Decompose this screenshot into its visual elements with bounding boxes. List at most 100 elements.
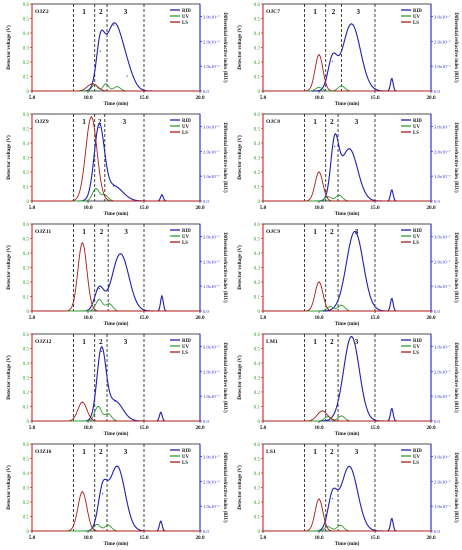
x-tick-label: 20.0 <box>195 95 204 101</box>
left-tick-label: 0 <box>27 420 30 425</box>
left-tick-label: 0.4 <box>23 32 30 37</box>
x-axis-label: Time (min) <box>335 100 360 107</box>
left-axis-label: Detector voltage (V) <box>5 465 12 510</box>
right-axis-label: Differential refractive index (RIU) <box>222 122 227 193</box>
region-number: 2 <box>332 8 336 16</box>
region-number: 2 <box>99 448 103 456</box>
left-tick-label: 0 <box>27 310 30 315</box>
peak-point <box>340 85 342 87</box>
left-tick-label: 0.4 <box>23 362 30 367</box>
left-tick-label: 0.4 <box>254 252 261 257</box>
peak-point <box>348 148 350 150</box>
left-tick-label: 0.4 <box>23 142 30 147</box>
panel-title: OJC8 <box>266 119 280 125</box>
x-tick-label: 15.0 <box>139 425 148 431</box>
peak-point <box>350 23 353 25</box>
legend-entry: UV <box>182 125 189 130</box>
right-tick-label: 3.0x10⁻⁷ <box>203 344 220 349</box>
region-number: 2 <box>330 118 334 126</box>
left-tick-label: 0.6 <box>23 333 30 338</box>
legend-entry: UV <box>413 455 420 460</box>
chart-panel: 0 0.1 0.2 0.3 0.4 0.5 0.6 0.0 1.0x10⁻⁷ 2.0x10⁻⁷ 3.… <box>236 333 458 437</box>
panel-title: OJC7 <box>266 9 280 15</box>
legend-entry: RID <box>413 449 422 454</box>
right-axis-label: Differential refractive index (RIU) <box>222 452 227 523</box>
right-tick-label: 1.0x10⁻⁷ <box>434 174 451 179</box>
peak-point <box>96 523 98 526</box>
left-tick-label: 0.6 <box>23 223 30 228</box>
peak-point <box>105 83 107 85</box>
region-number: 3 <box>356 8 360 16</box>
right-tick-label: 1.0x10⁻⁷ <box>434 284 451 289</box>
region-number: 2 <box>330 338 334 346</box>
region-number: 1 <box>82 228 86 236</box>
legend-entry: RID <box>182 229 191 234</box>
legend-entry: UV <box>182 345 189 350</box>
right-tick-label: 2.0x10⁻⁷ <box>203 369 220 374</box>
peak-point <box>90 116 92 118</box>
peak-point <box>126 75 128 77</box>
left-tick-label: 0.5 <box>23 18 30 23</box>
plot-frame <box>31 223 201 312</box>
left-tick-label: 0.5 <box>23 348 30 353</box>
series-line-rid <box>263 335 431 422</box>
right-axis-label: Differential refractive index (RIU) <box>453 232 458 303</box>
left-tick-label: 0 <box>258 200 261 205</box>
chart-panel: 0 0.1 0.2 0.3 0.4 0.5 0.6 0.0 1.0x10⁻⁷ 2.0x10⁻⁷ 3.… <box>5 113 227 217</box>
chart-panel: 0 0.1 0.2 0.3 0.4 0.5 0.6 0.0 1.0x10⁻⁷ 2.0x10⁻⁷ 3.… <box>5 223 227 327</box>
left-tick-label: 0.1 <box>254 186 261 191</box>
series-line-uv <box>32 188 200 202</box>
left-tick-label: 0.5 <box>23 238 30 243</box>
peak-point <box>340 304 342 306</box>
x-tick-label: 10.0 <box>83 315 92 321</box>
left-tick-label: 0.3 <box>254 47 261 52</box>
chart-panel: 0 0.1 0.2 0.3 0.4 0.5 0.6 0.0 1.0x10⁻⁷ 2.0x10⁻⁷ 3.… <box>236 113 458 217</box>
left-tick-label: 0.1 <box>254 296 261 301</box>
chart-panel: 0 0.1 0.2 0.3 0.4 0.5 0.6 0.0 1.0x10⁻⁷ 2.0x10⁻⁷ 3.… <box>5 443 227 547</box>
series-line-uv <box>263 194 431 202</box>
peak-point <box>161 194 163 196</box>
right-tick-label: 0.0 <box>203 89 209 94</box>
series-line-ls <box>263 281 431 312</box>
region-number: 2 <box>99 8 103 16</box>
legend-entry: RID <box>182 119 191 124</box>
left-tick-label: 0.3 <box>23 487 30 492</box>
series-line-uv <box>263 304 431 312</box>
peak-point <box>98 127 100 129</box>
x-axis-label: Time (min) <box>104 100 129 107</box>
left-tick-label: 0.5 <box>23 128 30 133</box>
left-tick-label: 0.6 <box>254 333 261 338</box>
panel-title: OJZ9 <box>35 119 49 125</box>
x-tick-label: 20.0 <box>195 205 204 211</box>
panel-title: OJZ16 <box>35 449 52 455</box>
peak-point <box>114 400 116 402</box>
right-tick-label: 1.0x10⁻⁷ <box>203 504 220 509</box>
series-line-rid <box>263 23 431 92</box>
peak-point <box>161 295 163 297</box>
left-tick-label: 0.3 <box>23 47 30 52</box>
x-axis-label: Time (min) <box>335 540 360 547</box>
legend-entry: RID <box>182 449 191 454</box>
left-tick-label: 0.6 <box>23 443 30 448</box>
right-tick-label: 1.0x10⁻⁷ <box>203 394 220 399</box>
left-axis-label: Detector voltage (V) <box>236 135 243 180</box>
peak-point <box>327 196 329 198</box>
left-tick-label: 0.3 <box>254 267 261 272</box>
series-line-uv <box>32 523 200 532</box>
left-tick-label: 0.2 <box>23 391 30 396</box>
series-line-uv <box>32 83 200 92</box>
right-axis-label: Differential refractive index (RIU) <box>222 232 227 303</box>
left-tick-label: 0.4 <box>254 32 261 37</box>
series-line-ls <box>263 498 431 532</box>
right-tick-label: 2.0x10⁻⁷ <box>203 259 220 264</box>
peak-point <box>116 86 118 88</box>
region-number: 2 <box>330 228 334 236</box>
legend-entry: LS <box>413 461 419 466</box>
chart-panel: 0 0.1 0.2 0.3 0.4 0.5 0.6 0.0 1.0x10⁻⁷ 2.0x10⁻⁷ 3.… <box>236 443 458 547</box>
peak-point <box>391 77 393 80</box>
region-number: 2 <box>98 118 102 126</box>
left-tick-label: 0.3 <box>254 487 261 492</box>
left-tick-label: 0.2 <box>23 501 30 506</box>
series-line-uv <box>32 406 200 422</box>
right-tick-label: 0.0 <box>434 199 440 204</box>
